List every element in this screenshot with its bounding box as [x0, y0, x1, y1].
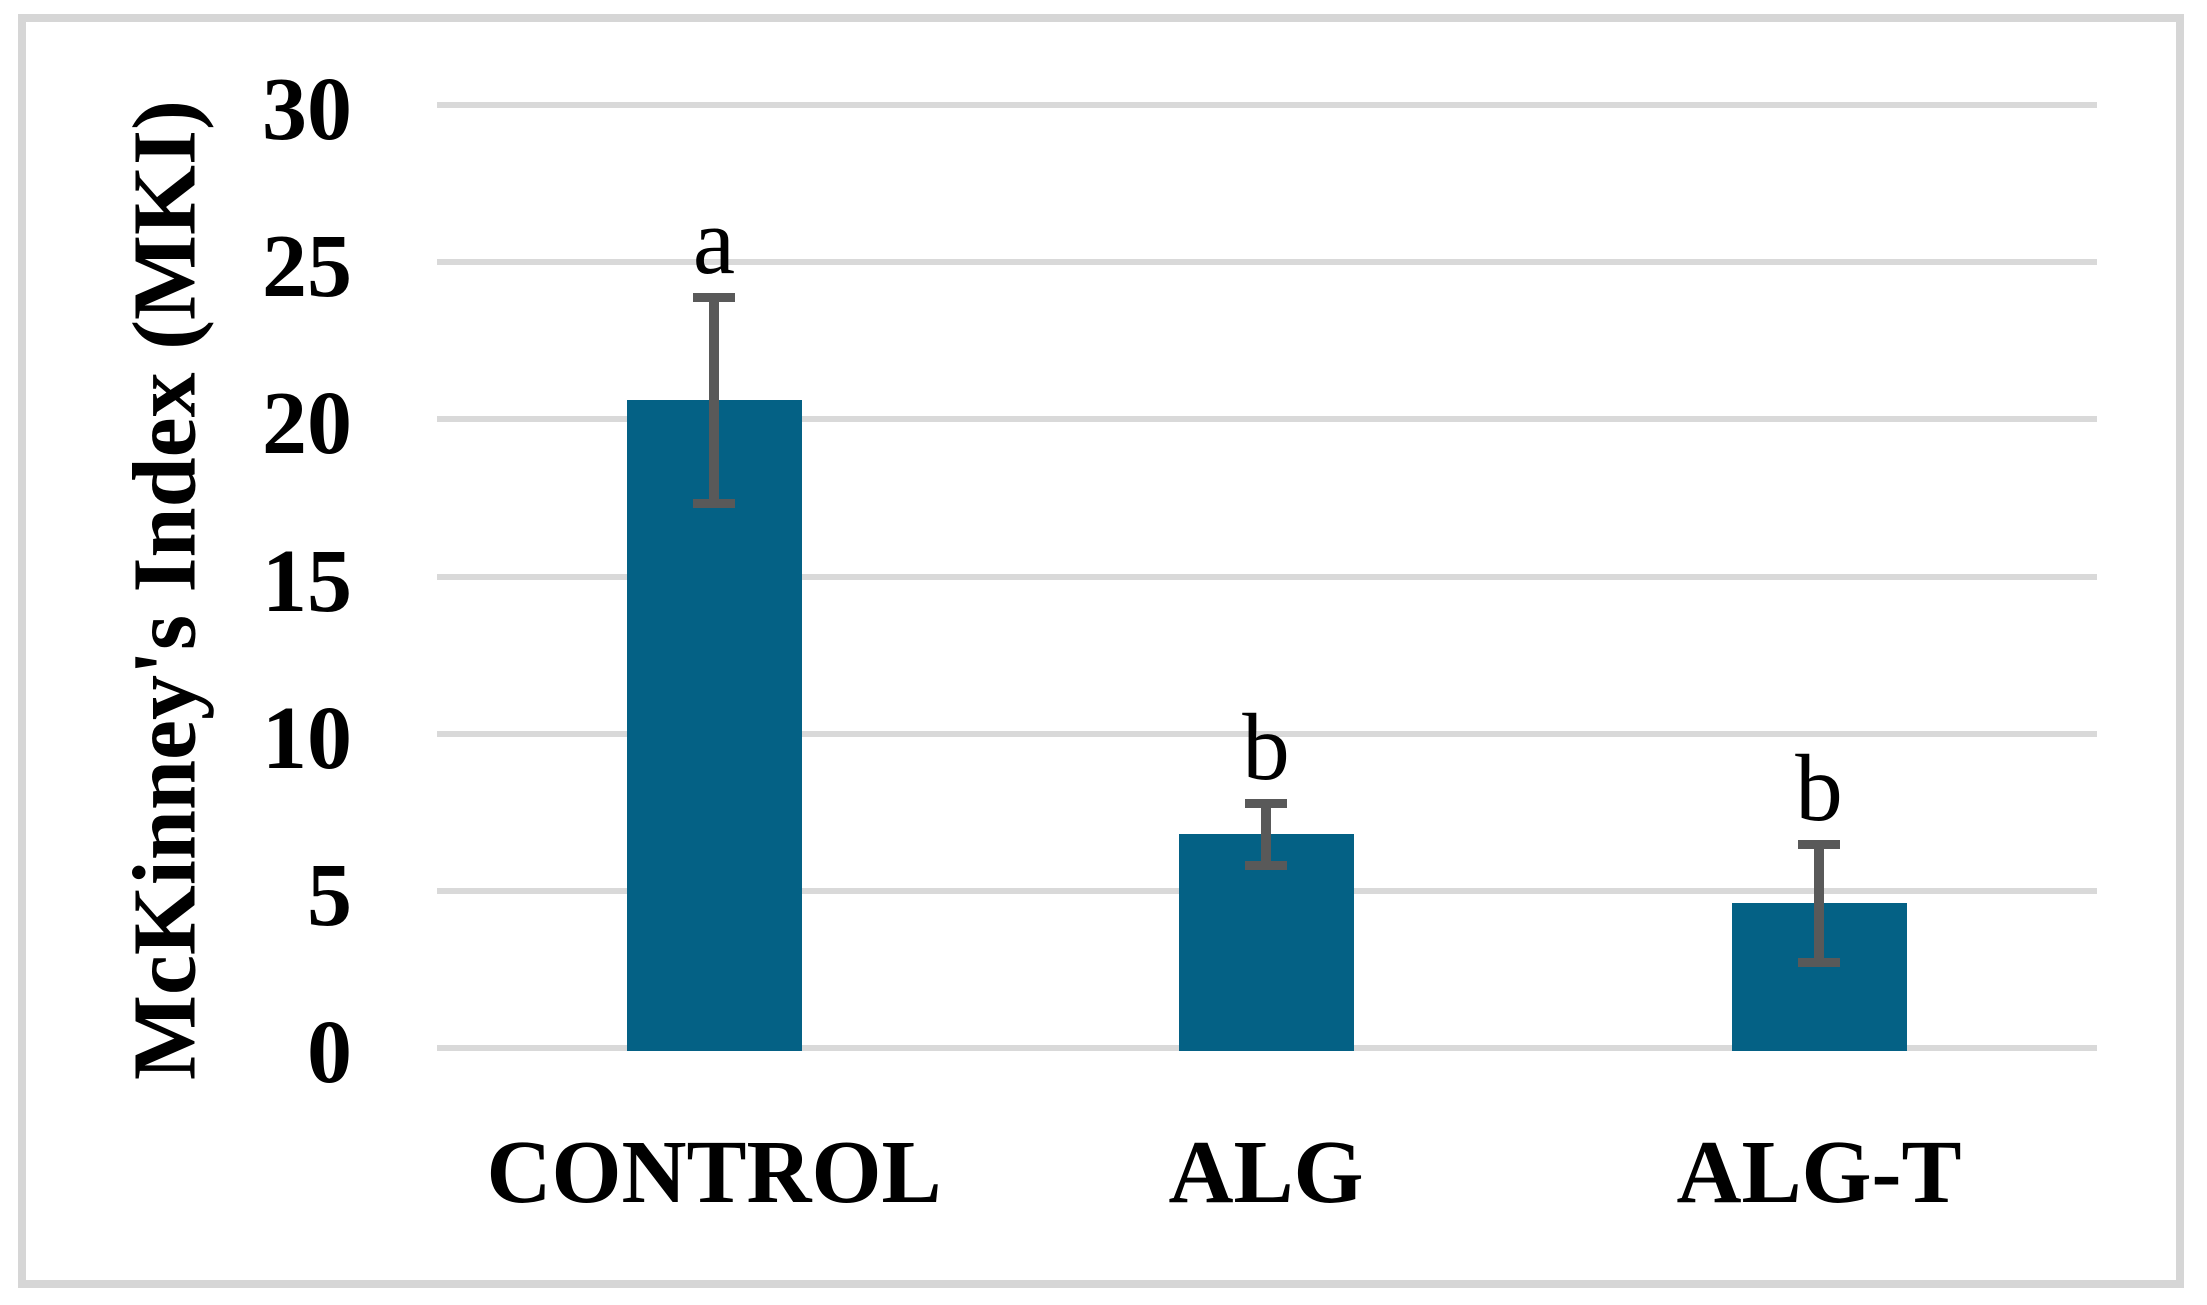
error-bar-cap-bottom-alg-t [1798, 958, 1840, 968]
gridline-y-10 [437, 730, 2097, 737]
bar-alg [1178, 834, 1354, 1051]
error-bar-cap-bottom-alg [1245, 860, 1287, 870]
bar-control [626, 400, 802, 1051]
y-tick-label: 5 [307, 845, 352, 945]
error-bar-cap-bottom-control [693, 499, 735, 509]
gridline-y-25 [437, 259, 2097, 266]
error-bar-cap-top-alg-t [1798, 839, 1840, 849]
gridline-y-20 [437, 416, 2097, 423]
sig-letter-alg-t: b [1795, 734, 1843, 841]
y-tick-label: 10 [262, 688, 352, 788]
y-tick-label: 15 [262, 531, 352, 631]
error-bar-cap-top-control [693, 292, 735, 302]
sig-letter-control: a [692, 187, 736, 294]
error-bar-line-control [709, 296, 719, 505]
error-bar-line-alg [1261, 802, 1271, 866]
x-axis-label-alg: ALG [1168, 1123, 1364, 1222]
x-axis-label-control: CONTROL [486, 1123, 942, 1222]
y-tick-label: 0 [307, 1003, 352, 1102]
error-bar-cap-top-alg [1245, 798, 1287, 808]
sig-letter-alg: b [1242, 693, 1290, 800]
x-axis-label-alg-t: ALG-T [1676, 1123, 1962, 1222]
y-tick-label: 20 [262, 374, 352, 474]
y-tick-label: 25 [262, 217, 352, 317]
y-tick-label: 30 [262, 60, 352, 159]
figure-border [18, 14, 2184, 1288]
error-bar-line-alg-t [1814, 843, 1824, 964]
gridline-y-30 [437, 102, 2097, 108]
gridline-y-15 [437, 573, 2097, 580]
